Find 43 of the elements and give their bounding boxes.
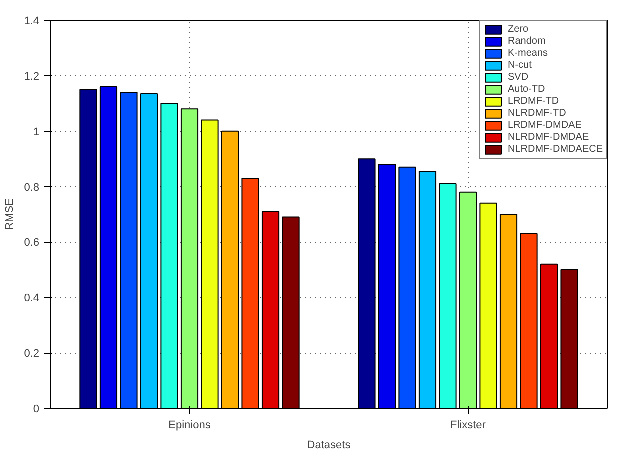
bar	[80, 89, 98, 408]
legend-label: LRDMF-DMDAE	[508, 120, 582, 131]
bar	[480, 202, 498, 408]
x-tick-label: Epinions	[168, 420, 212, 432]
bar	[242, 178, 260, 408]
bar	[520, 233, 538, 408]
legend-label: N-cut	[508, 60, 532, 71]
y-tick-label: 1.4	[24, 16, 40, 28]
legend-label: NLRDMF-TD	[508, 108, 566, 119]
bar	[439, 184, 457, 408]
bar	[100, 86, 118, 408]
legend-label: NLRDMF-DMDAECE	[508, 144, 603, 155]
x-axis-title: Datasets	[307, 440, 352, 452]
y-tick-label: 0.2	[24, 348, 40, 360]
bar	[418, 171, 437, 408]
bar	[160, 103, 178, 408]
bar	[560, 269, 578, 408]
legend-label: Random	[508, 36, 546, 47]
y-tick-label: 1.2	[24, 70, 40, 83]
y-tick-label: 0.6	[24, 237, 40, 250]
legend-label: SVD	[508, 72, 529, 83]
bar	[282, 216, 300, 408]
x-tick-label: Flixster	[450, 420, 486, 432]
y-tick-label: 0.4	[24, 292, 40, 305]
bar	[120, 92, 138, 408]
legend-label: LRDMF-TD	[508, 96, 560, 107]
bar	[540, 264, 558, 408]
y-axis-title: RMSE	[4, 198, 16, 230]
legend-label: K-means	[508, 48, 548, 59]
y-tick-label: 0	[33, 404, 40, 416]
bar	[140, 93, 158, 408]
bar	[378, 164, 396, 408]
bar	[221, 130, 240, 408]
legend-label: Auto-TD	[508, 84, 546, 95]
bar	[500, 214, 518, 408]
bar	[262, 211, 280, 408]
legend-label: Zero	[508, 24, 529, 35]
bar	[358, 158, 376, 408]
y-tick-label: 0.8	[24, 182, 40, 194]
bar	[201, 120, 219, 408]
bar	[398, 166, 416, 408]
y-tick-label: 1	[33, 126, 40, 138]
legend-label: NLRDMF-DMDAE	[508, 132, 590, 143]
